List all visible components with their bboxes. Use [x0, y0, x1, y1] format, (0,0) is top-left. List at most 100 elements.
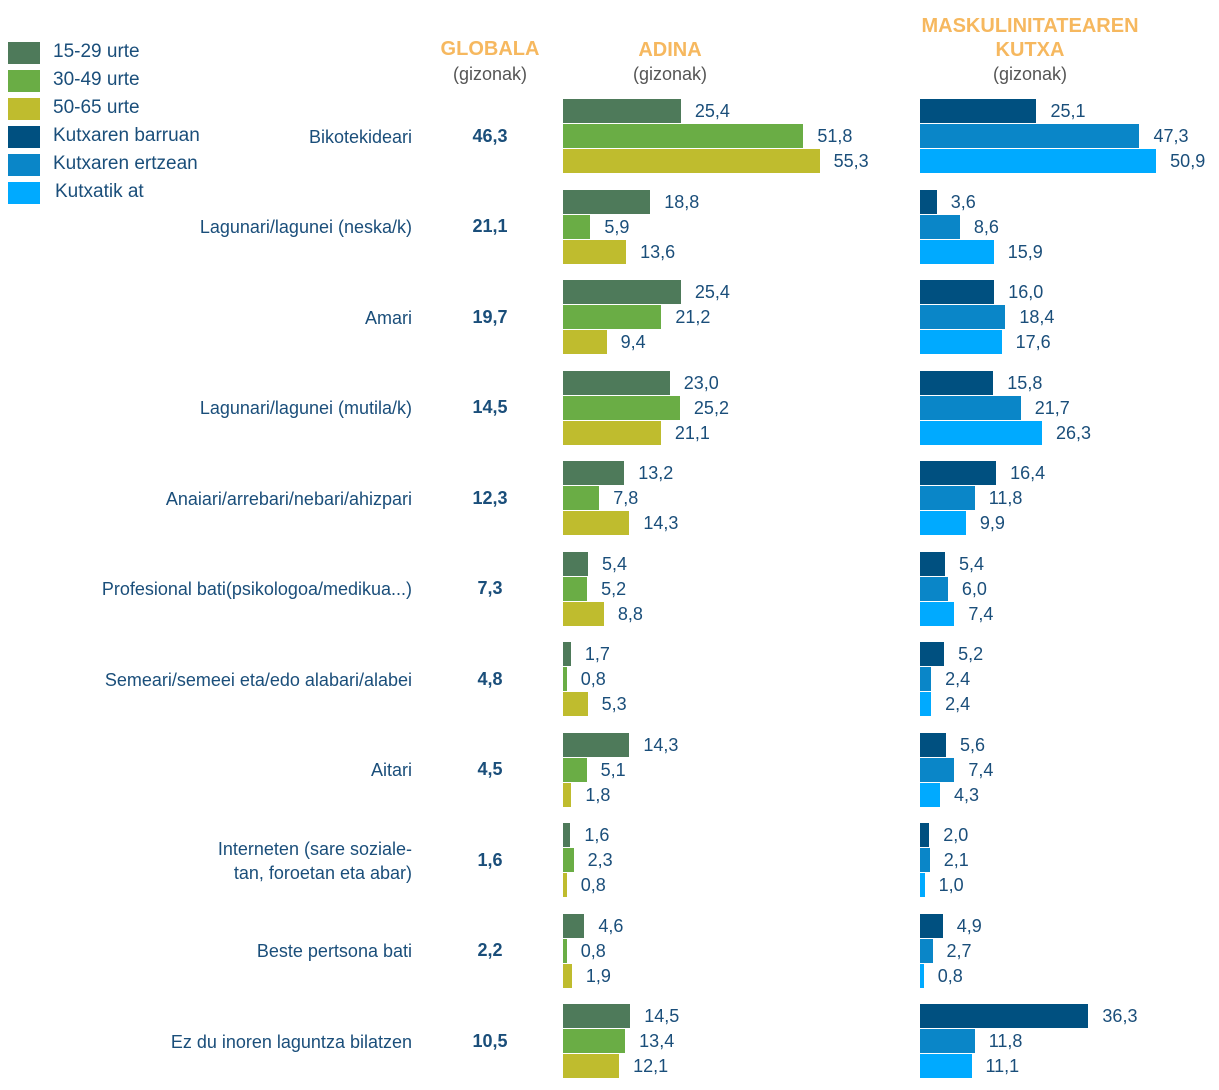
value-label: 21,2	[675, 307, 711, 327]
value-label: 36,3	[1102, 1006, 1138, 1026]
value-label: 14,3	[643, 513, 679, 533]
value-label: 2,4	[945, 694, 971, 714]
bar	[920, 692, 932, 716]
value-label: 16,4	[1010, 463, 1046, 483]
global-value: 19,7	[472, 306, 508, 327]
value-label: 2,4	[945, 669, 971, 689]
global-value: 14,5	[472, 397, 508, 417]
bar	[920, 99, 1037, 123]
bar	[920, 511, 966, 535]
bar	[563, 486, 600, 510]
bar	[920, 214, 960, 239]
legend-swatch	[8, 154, 40, 176]
bar	[563, 667, 567, 691]
bar	[920, 782, 940, 807]
bar	[920, 938, 933, 963]
bar	[920, 823, 930, 847]
value-label: 11,8	[988, 1031, 1023, 1051]
value-label: 5,4	[959, 553, 985, 574]
value-label: 7,4	[968, 603, 994, 624]
value-label: 5,9	[604, 216, 630, 237]
value-label: 2,3	[587, 850, 613, 870]
value-label: 7,8	[613, 488, 639, 508]
category-label: Lagunari/lagunei (mutila/k)	[199, 398, 412, 418]
bar	[920, 1054, 972, 1078]
bar	[563, 1004, 631, 1028]
bar	[920, 395, 1021, 420]
bar	[920, 848, 930, 872]
bar	[920, 601, 955, 626]
bar	[563, 551, 589, 576]
value-label: 1,7	[584, 644, 610, 664]
value-label: 6,0	[961, 578, 987, 599]
value-label: 11,8	[988, 488, 1023, 508]
value-label: 13,4	[639, 1031, 675, 1051]
global-value: 7,3	[477, 578, 503, 598]
bar	[563, 189, 651, 214]
panel-subtitle: (gizonak)	[992, 64, 1068, 84]
legend-label: 50-65 urte	[53, 97, 140, 118]
legend-swatch	[8, 70, 40, 92]
bar	[563, 963, 572, 988]
value-label: 18,4	[1019, 307, 1055, 327]
value-label: 23,0	[683, 372, 719, 393]
panel-title: ADINA	[638, 39, 702, 61]
value-label: 14,3	[643, 734, 679, 755]
bar	[563, 420, 661, 445]
value-label: 4,6	[598, 915, 624, 936]
global-value: 1,6	[477, 849, 503, 870]
legend-label: Kutxaren ertzean	[53, 153, 198, 174]
value-label: 11,1	[985, 1056, 1020, 1076]
value-label: 2,0	[943, 825, 969, 845]
bar	[563, 692, 588, 716]
column-subtitle: (gizonak)	[452, 64, 528, 84]
bar	[563, 601, 604, 626]
bar	[920, 149, 1157, 173]
bar	[920, 667, 932, 691]
bar	[920, 370, 994, 395]
bar	[920, 280, 995, 304]
global-value: 4,8	[477, 668, 503, 689]
global-value: 21,1	[472, 216, 508, 236]
bar	[920, 642, 945, 666]
value-label: 47,3	[1153, 126, 1189, 146]
value-label: 21,1	[674, 422, 710, 443]
value-label: 7,4	[968, 759, 994, 780]
value-label: 50,9	[1170, 151, 1206, 171]
value-label: 13,6	[640, 241, 676, 262]
value-label: 18,8	[664, 191, 700, 212]
global-value: 12,3	[472, 487, 508, 508]
column-title: GLOBALA	[440, 38, 540, 60]
value-label: 9,9	[979, 513, 1005, 533]
value-label: 16,0	[1008, 282, 1044, 302]
category-label: Lagunari/lagunei (neska/k)	[199, 217, 412, 237]
value-label: 55,3	[833, 151, 869, 171]
value-label: 3,6	[950, 191, 976, 212]
value-label: 5,2	[958, 644, 984, 664]
value-label: 5,4	[602, 553, 628, 574]
bar	[563, 99, 681, 123]
bar	[563, 757, 587, 782]
bar	[563, 782, 572, 807]
legend-swatch	[8, 126, 40, 148]
category-label: Interneten (sare soziale- tan, foroetan …	[217, 838, 412, 883]
value-label: 5,2	[601, 578, 627, 599]
bar	[920, 551, 946, 576]
global-value: 10,5	[472, 1030, 508, 1051]
bar	[920, 189, 937, 214]
value-label: 5,6	[959, 734, 985, 755]
bar	[563, 511, 630, 535]
bar	[920, 732, 946, 757]
value-label: 0,8	[580, 940, 606, 961]
value-label: 51,8	[817, 126, 853, 146]
bar	[563, 576, 588, 601]
category-label: Amari	[364, 307, 412, 328]
legend-swatch	[8, 98, 40, 120]
bar	[920, 1004, 1089, 1028]
bar	[563, 461, 625, 485]
bar	[920, 420, 1043, 445]
value-label: 4,3	[953, 784, 979, 805]
bar	[563, 642, 571, 666]
value-label: 15,9	[1007, 241, 1043, 262]
